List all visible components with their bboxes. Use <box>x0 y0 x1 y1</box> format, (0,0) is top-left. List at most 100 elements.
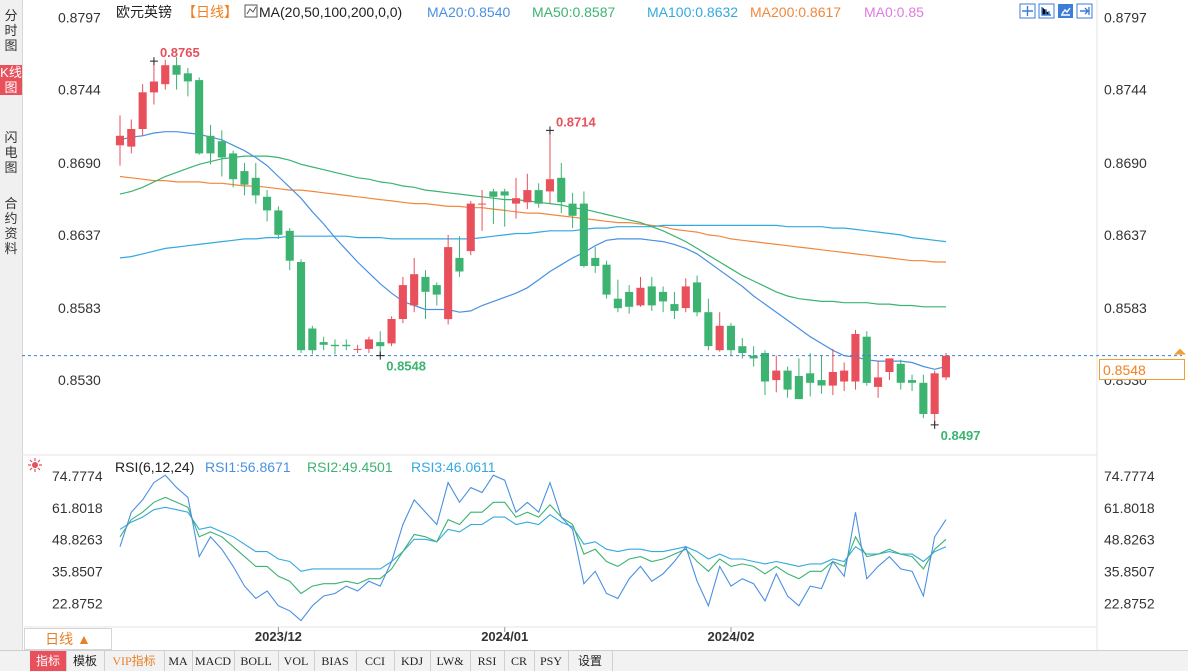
rsi-tick-label-right: 61.8018 <box>1104 500 1155 516</box>
candle-body <box>274 210 283 235</box>
current-price-tag: 0.8548 <box>1099 359 1185 380</box>
x-axis-label: 2024/02 <box>708 629 755 644</box>
indicator-tab[interactable]: MA <box>164 651 193 671</box>
candle-body <box>919 382 928 414</box>
ma20-line <box>119 131 947 370</box>
candle-body <box>874 377 883 387</box>
candle-body <box>308 328 317 351</box>
candle-body <box>444 247 453 320</box>
indicator-tab[interactable]: 设置 <box>568 651 613 671</box>
rsi-settings-icon[interactable] <box>28 458 42 472</box>
indicator-tab[interactable]: VIP指标 <box>104 651 165 671</box>
indicator-tab[interactable]: 模板 <box>66 651 105 671</box>
price-tick-label-right: 0.8797 <box>1104 10 1147 26</box>
candle-body <box>862 336 871 383</box>
indicator-tab[interactable]: CR <box>504 651 535 671</box>
candle-body <box>455 257 464 272</box>
candle-body <box>217 141 226 158</box>
tab-contract-info[interactable]: 合约资料 <box>4 196 18 256</box>
candle-body <box>127 129 136 147</box>
candle-body <box>206 135 215 154</box>
candle-body <box>342 344 351 347</box>
candle-body <box>896 363 905 383</box>
candle-body <box>251 177 260 196</box>
ma-value-label: MA100:0.8632 <box>647 4 738 20</box>
rsi-tick-label-right: 22.8752 <box>1104 596 1155 612</box>
candle-body <box>330 344 339 347</box>
candle-body <box>376 342 385 347</box>
extreme-marker-icon <box>149 57 158 66</box>
scroll-right-icon[interactable] <box>1076 3 1093 19</box>
rsi-tick-label-left: 22.8752 <box>52 596 103 612</box>
candle-body <box>478 203 487 205</box>
candle-body <box>659 291 668 302</box>
candle-body <box>941 355 950 378</box>
price-marker-icon <box>1174 348 1186 355</box>
candle-body <box>172 65 181 75</box>
candle-body <box>489 191 498 197</box>
indicator-tab[interactable]: LW& <box>430 651 471 671</box>
indicator-tab[interactable]: RSI <box>470 651 505 671</box>
candle-body <box>353 348 362 350</box>
rsi2-line <box>119 496 947 595</box>
candle-body <box>851 334 860 382</box>
price-tick-label-left: 0.8744 <box>58 82 101 98</box>
indicator-tab[interactable]: VOL <box>278 651 315 671</box>
extreme-label-high1: 0.8765 <box>160 45 200 60</box>
indicator-tab[interactable]: 指标 <box>30 651 67 671</box>
ma-value-label: MA20:0.8540 <box>427 4 510 20</box>
ma50-line <box>119 155 946 308</box>
indicator-tab[interactable]: BOLL <box>234 651 279 671</box>
candle-body <box>512 198 521 204</box>
candle-body <box>885 358 894 372</box>
x-axis-label: 2024/01 <box>481 629 528 644</box>
rsi-tick-label-left: 35.8507 <box>52 564 103 580</box>
tab-timeshare[interactable]: 分时图 <box>4 8 18 53</box>
kline-chart[interactable]: 0.8797 0.8744 0.8690 0.8637 0.8583 0.8530 0.8… <box>22 0 1188 650</box>
candle-body <box>568 203 577 216</box>
candle-body <box>840 370 849 382</box>
candle-body <box>625 291 634 307</box>
rsi-tick-label-right: 35.8507 <box>1104 564 1155 580</box>
indicator-tab[interactable]: KDJ <box>394 651 431 671</box>
candle-body <box>387 319 396 344</box>
tab-kline[interactable]: K线图 <box>0 65 22 95</box>
chart-toolbar <box>1019 3 1093 19</box>
candle-body <box>263 196 272 211</box>
indicator-tab[interactable]: MACD <box>192 651 235 671</box>
extreme-marker-icon <box>930 420 939 429</box>
candle-body <box>410 274 419 306</box>
extreme-label-high2: 0.8714 <box>556 114 597 129</box>
rsi1-line <box>119 474 947 622</box>
zoom-out-icon[interactable] <box>1038 3 1055 19</box>
candle-body <box>149 81 158 93</box>
price-tick-label-left: 0.8530 <box>58 372 101 388</box>
candle-body <box>138 92 147 129</box>
rsi-tick-label-left: 61.8018 <box>52 500 103 516</box>
rsi-tick-label-left: 48.8263 <box>52 532 103 548</box>
candle-body <box>704 312 713 347</box>
candle-body <box>613 298 622 309</box>
rsi3-line <box>119 506 947 572</box>
instrument-title: 欧元英镑 <box>116 4 172 20</box>
candle-body <box>364 339 373 349</box>
price-tick-label-left: 0.8583 <box>58 300 101 316</box>
candle-body <box>466 203 475 252</box>
zoom-in-icon[interactable] <box>1019 3 1036 19</box>
rsi-value-label: RSI1:56.8671 <box>205 459 291 475</box>
candle-body <box>681 286 690 309</box>
indicator-tab[interactable]: PSY <box>534 651 569 671</box>
ma-value-label: MA0:0.85 <box>864 4 924 20</box>
candle-body <box>817 380 826 386</box>
candle-body <box>534 190 543 204</box>
price-tick-label-right: 0.8744 <box>1104 82 1147 98</box>
candle-body <box>161 65 170 85</box>
indicator-tab[interactable]: CCI <box>356 651 395 671</box>
candle-body <box>432 285 441 295</box>
indicator-tab[interactable]: BIAS <box>314 651 357 671</box>
chart-settings-icon[interactable] <box>1058 4 1073 18</box>
candle-body <box>670 304 679 311</box>
period-selector[interactable]: 日线 ▲ <box>24 628 112 650</box>
tab-flash-chart[interactable]: 闪电图 <box>4 130 18 175</box>
candle-body <box>398 285 407 319</box>
